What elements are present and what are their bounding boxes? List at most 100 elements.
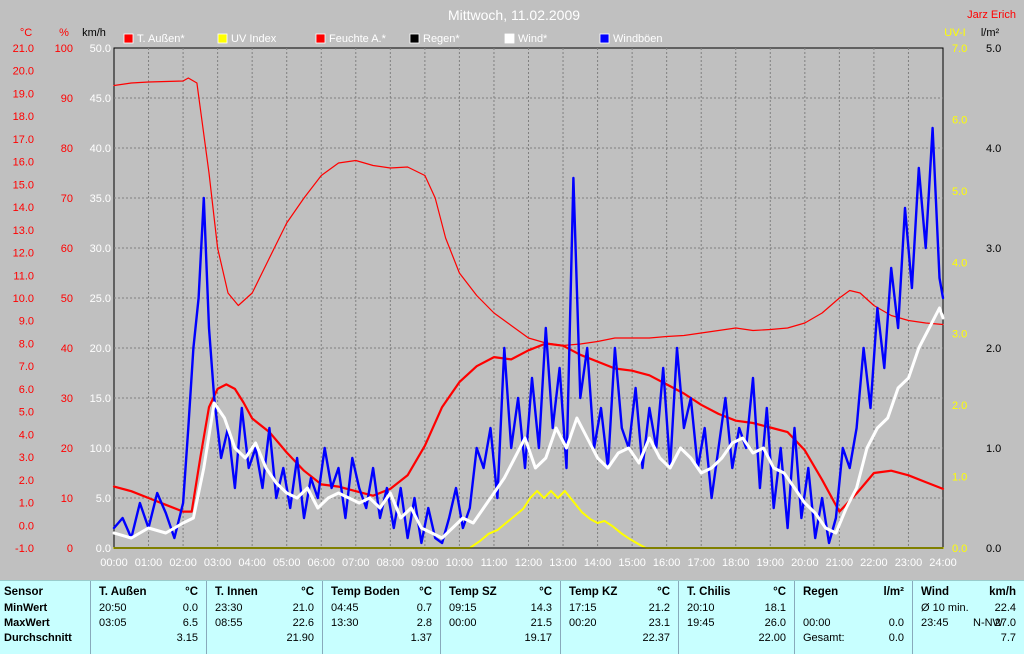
time-tick-label: 02:00 [169, 557, 197, 569]
time-tick-label: 06:00 [307, 557, 335, 569]
max-time: 00:20 [569, 617, 597, 629]
wind-tick-label: 35.0 [90, 193, 111, 205]
uv-tick-label: 2.0 [952, 400, 967, 412]
wind-tick-label: 10.0 [90, 443, 111, 455]
chart-legend: T. Außen* UV Index Feuchte A.* Regen* Wind* W… [123, 33, 663, 45]
temp-tick-label: 11.0 [13, 270, 34, 282]
legend-swatch [217, 33, 228, 44]
wind-tick-label: 30.0 [90, 243, 111, 255]
min-value: 0.0 [182, 602, 198, 614]
col-unit: l/m² [883, 586, 904, 598]
temp-tick-label: 16.0 [13, 157, 34, 169]
wind-max-time: 23:45 [921, 617, 949, 629]
min-time: 04:45 [331, 602, 359, 614]
wind-tick-label: 0.0 [96, 543, 111, 555]
min-value: 14.3 [530, 602, 552, 614]
wind-tick-label: 40.0 [90, 143, 111, 155]
time-tick-label: 09:00 [411, 557, 439, 569]
temp-tick-label: 5.0 [19, 407, 34, 419]
col-title: Temp KZ [569, 586, 618, 598]
max-value: 6.5 [182, 617, 198, 629]
max-time: 19:45 [687, 617, 715, 629]
temp-tick-label: 20.0 [13, 66, 34, 78]
temp-tick-label: 21.0 [13, 43, 34, 55]
rain-tick-label: 0.0 [986, 543, 1001, 555]
uv-unit-label: UV-I [944, 27, 965, 39]
hum-tick-label: 50 [61, 293, 73, 305]
hum-tick-label: 10 [61, 493, 73, 505]
col-title: T. Chilis [687, 586, 731, 598]
min-time: 23:30 [215, 602, 243, 614]
wind-avg-value: 22.4 [994, 602, 1016, 614]
min-time: 20:10 [687, 602, 715, 614]
temp-unit-label: °C [20, 27, 32, 39]
col-unit: °C [773, 586, 786, 598]
max-value: 23.1 [648, 617, 670, 629]
time-tick-label: 00:00 [100, 557, 128, 569]
gesamt-value: 0.0 [888, 632, 904, 644]
time-tick-label: 08:00 [377, 557, 405, 569]
stats-col-temp-boden: Temp Boden °C 04:45 0.7 13:30 2.8 1.37 [322, 581, 440, 654]
temp-tick-label: 1.0 [19, 498, 34, 510]
hum-tick-label: 30 [61, 393, 73, 405]
label-durchschnitt: Durchschnitt [4, 632, 72, 644]
col-unit: °C [539, 586, 552, 598]
hum-tick-label: 70 [61, 193, 73, 205]
legend-label: Wind* [518, 33, 548, 45]
time-tick-label: 16:00 [653, 557, 681, 569]
hum-tick-label: 90 [61, 93, 73, 105]
min-value: 18.1 [764, 602, 786, 614]
col-title: Temp SZ [449, 586, 497, 598]
time-tick-label: 10:00 [446, 557, 474, 569]
avg-value: 1.37 [410, 632, 432, 644]
label-minwert: MinWert [4, 602, 48, 614]
col-unit: °C [419, 586, 432, 598]
wind-tick-label: 20.0 [90, 343, 111, 355]
wind-tick-label: 15.0 [90, 393, 111, 405]
data-series [112, 77, 945, 549]
rain-tick-label: 3.0 [986, 243, 1001, 255]
label-sensor: Sensor [4, 586, 43, 598]
wind-tick-label: 25.0 [90, 293, 111, 305]
uv-tick-label: 5.0 [952, 186, 967, 198]
wind-tick-label: 45.0 [90, 93, 111, 105]
temp-tick-label: 2.0 [19, 475, 34, 487]
hum-tick-label: 100 [55, 43, 73, 55]
gesamt-label: Gesamt: [803, 632, 845, 644]
uv-tick-label: 0.0 [952, 543, 967, 555]
rain-tick-label: 1.0 [986, 443, 1001, 455]
legend-label: T. Außen* [137, 33, 185, 45]
avg-value: 22.00 [758, 632, 786, 644]
station-name: Jarz Erich [967, 9, 1016, 21]
time-tick-label: 04:00 [238, 557, 266, 569]
legend-swatch [315, 33, 326, 44]
time-tick-label: 23:00 [895, 557, 923, 569]
time-tick-label: 17:00 [687, 557, 715, 569]
rain-tick-label: 5.0 [986, 43, 1001, 55]
legend-label: UV Index [231, 33, 277, 45]
wind-tick-label: 5.0 [96, 493, 111, 505]
avg-value: 21.90 [286, 632, 314, 644]
series-line [112, 126, 945, 545]
min-time: 17:15 [569, 602, 597, 614]
temp-tick-label: 9.0 [19, 316, 34, 328]
chart-title: Mittwoch, 11.02.2009 [448, 7, 580, 23]
avg-value: 3.15 [176, 632, 198, 644]
col-unit: °C [657, 586, 670, 598]
col-title: Regen [803, 586, 839, 598]
col-unit: °C [301, 586, 314, 598]
hum-tick-label: 80 [61, 143, 73, 155]
axis-ticks: 21.0 20.0 19.0 18.0 17.0 16.0 15.0 14.0 13.0 12.0… [13, 43, 1002, 569]
uv-tick-label: 6.0 [952, 114, 967, 126]
time-tick-label: 18:00 [722, 557, 750, 569]
rain-tick-label: 2.0 [986, 343, 1001, 355]
avg-value: 22.37 [642, 632, 670, 644]
series-line [112, 306, 945, 540]
uv-tick-label: 3.0 [952, 329, 967, 341]
col-title: Wind [921, 586, 949, 598]
temp-tick-label: 7.0 [19, 361, 34, 373]
temp-tick-label: 13.0 [13, 225, 34, 237]
min-time: 20:50 [99, 602, 127, 614]
col-title: T. Innen [215, 586, 258, 598]
stats-col-regen: Regen l/m² 00:00 0.0 Gesamt: 0.0 [794, 581, 912, 654]
